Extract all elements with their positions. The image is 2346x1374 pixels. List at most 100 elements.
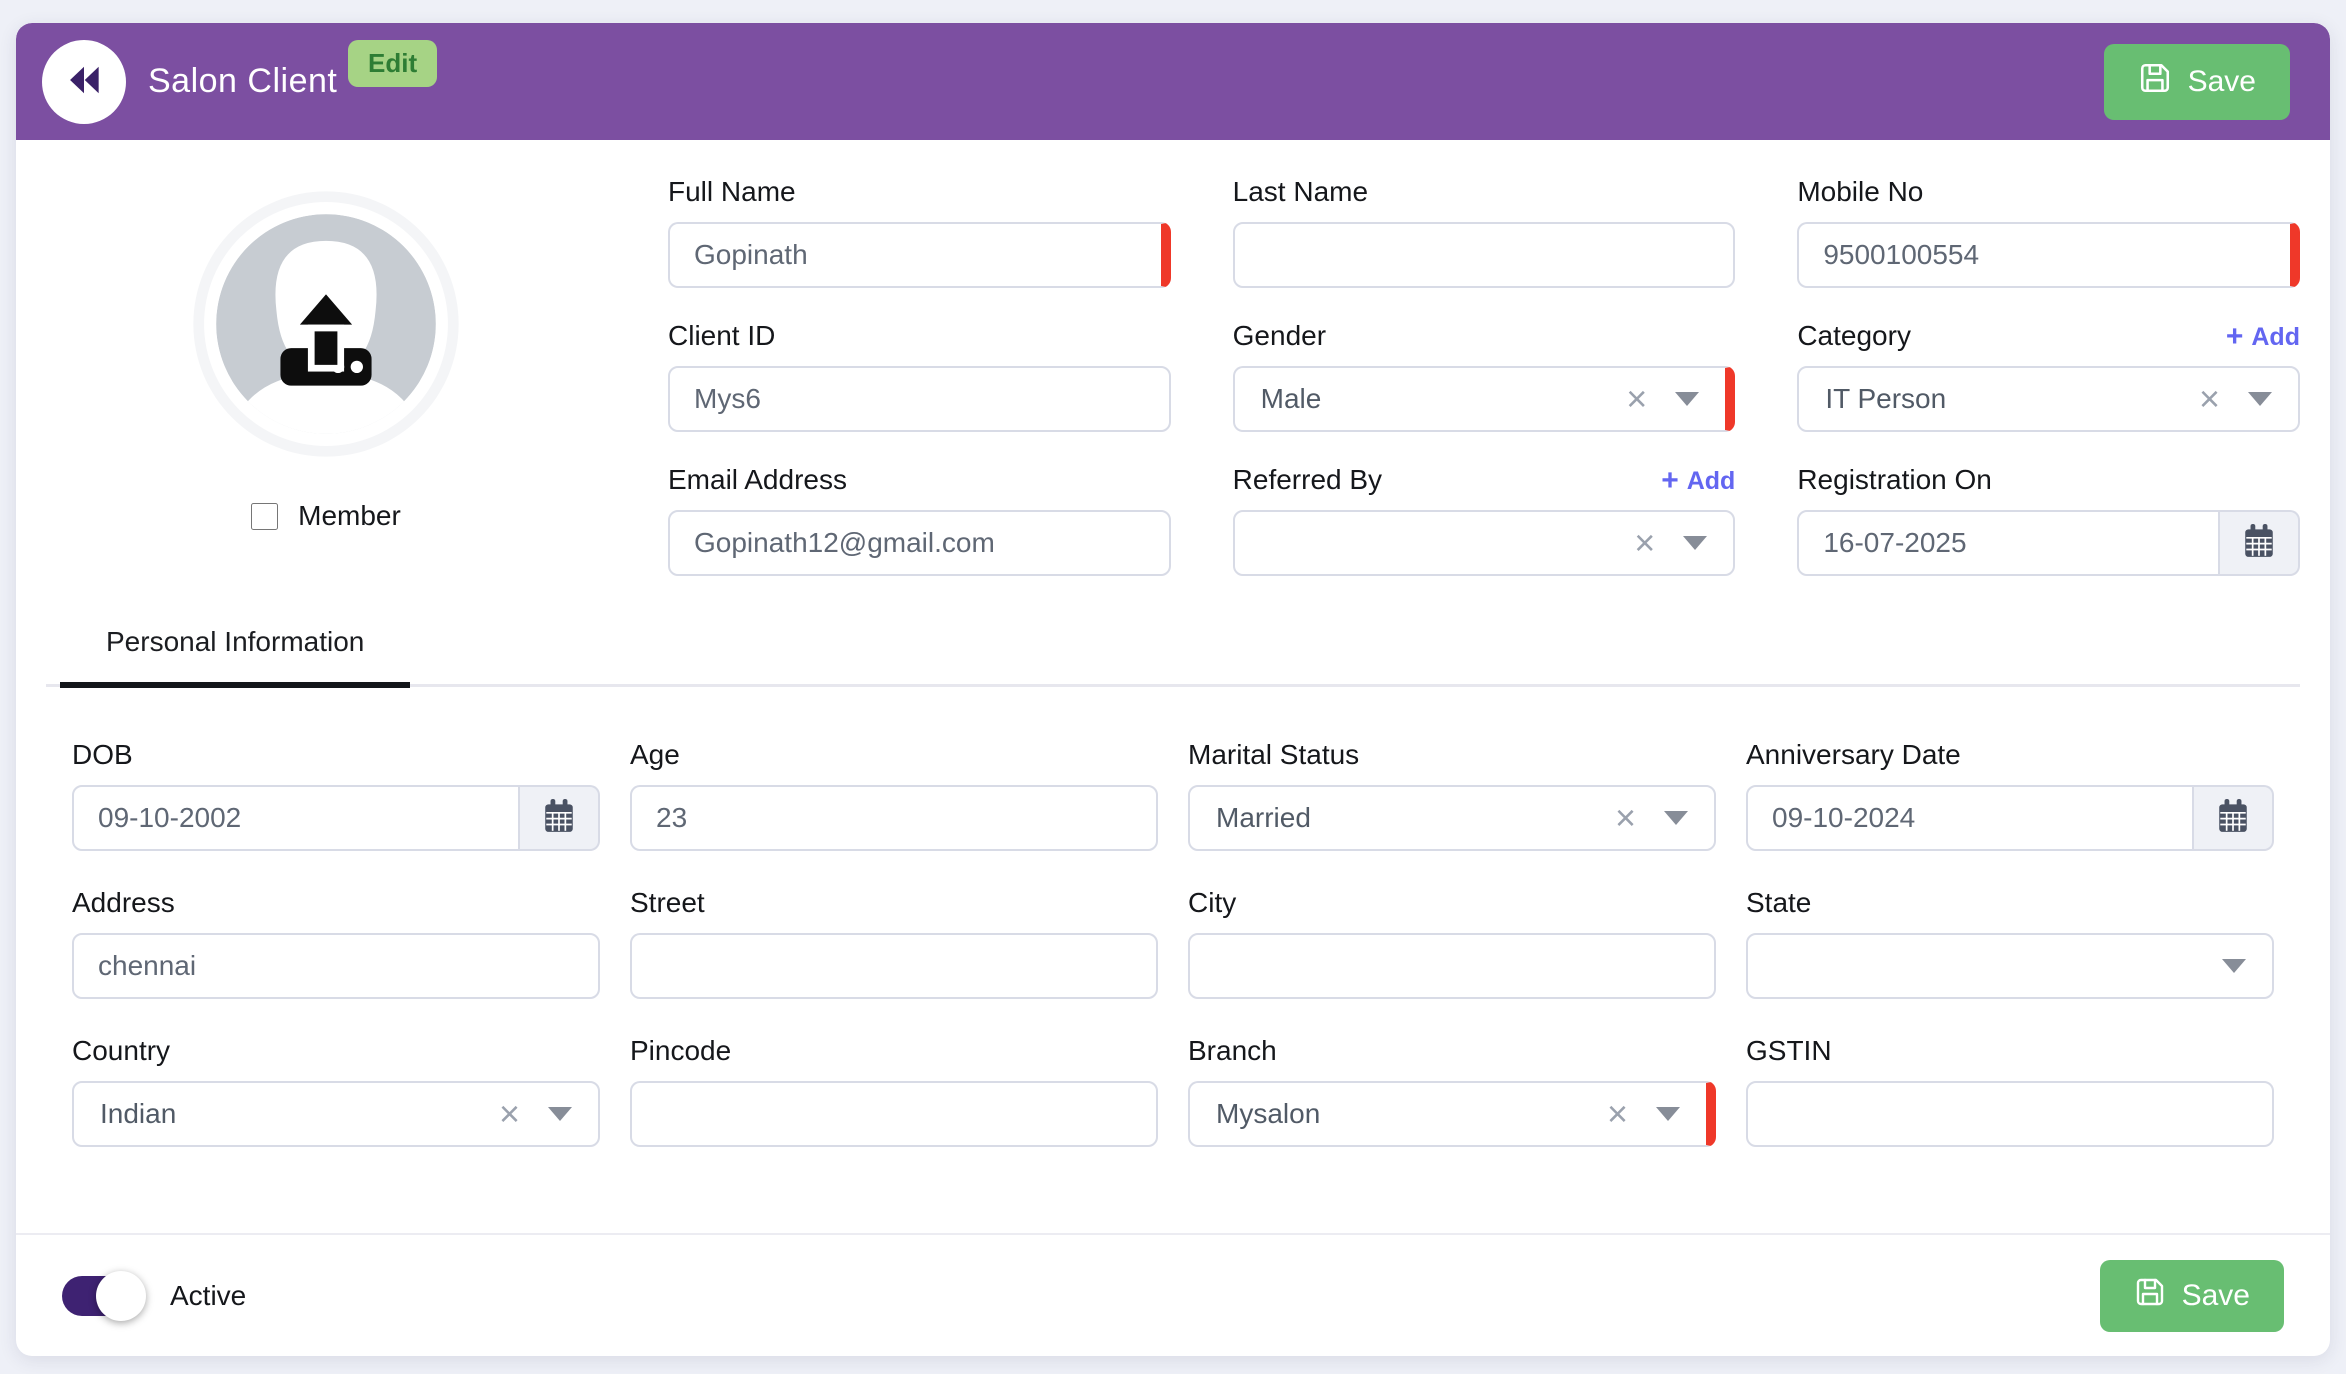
- branch-select[interactable]: Mysalon ×: [1188, 1081, 1716, 1147]
- state-label: State: [1746, 887, 1812, 918]
- pincode-label: Pincode: [630, 1035, 732, 1066]
- calendar-icon: [2242, 523, 2276, 564]
- personal-information-panel: DOB: [72, 739, 2274, 1147]
- field-branch: Branch Mysalon ×: [1188, 1035, 1716, 1147]
- country-value: Indian: [100, 1098, 177, 1129]
- anniversary-date-input[interactable]: [1746, 785, 2194, 851]
- marital-status-select[interactable]: Married ×: [1188, 785, 1716, 851]
- save-floppy-icon: [2134, 1276, 2166, 1316]
- page-header: Salon Client Edit Save: [16, 23, 2330, 140]
- mobile-no-input[interactable]: [1797, 222, 2300, 288]
- page-title: Salon Client: [148, 62, 338, 100]
- client-id-input[interactable]: [668, 366, 1171, 432]
- active-toggle[interactable]: [62, 1271, 146, 1321]
- field-pincode: Pincode: [630, 1035, 1158, 1147]
- upload-icon: [280, 284, 372, 386]
- marital-status-value: Married: [1216, 802, 1311, 833]
- registration-on-input[interactable]: [1797, 510, 2220, 576]
- field-mobile-no: Mobile No: [1797, 176, 2300, 288]
- field-category: Category + Add IT Person ×: [1797, 320, 2300, 432]
- toggle-knob: [96, 1271, 146, 1321]
- save-button-label: Save: [2187, 64, 2256, 98]
- avatar-section: Member: [46, 176, 606, 576]
- gender-select[interactable]: Male ×: [1232, 366, 1736, 432]
- field-anniversary-date: Anniversary Date: [1746, 739, 2274, 851]
- field-referred-by: Referred By + Add ×: [1232, 464, 1736, 576]
- country-select[interactable]: Indian ×: [72, 1081, 600, 1147]
- clear-icon[interactable]: ×: [1626, 378, 1648, 419]
- edit-mode-badge: Edit: [348, 40, 438, 87]
- address-input[interactable]: [72, 933, 600, 999]
- street-label: Street: [630, 887, 705, 918]
- gstin-input[interactable]: [1746, 1081, 2274, 1147]
- field-state: State: [1746, 887, 2274, 999]
- save-button-top[interactable]: Save: [2103, 43, 2290, 120]
- save-button-bottom[interactable]: Save: [2099, 1260, 2284, 1332]
- referred-by-label: Referred By: [1232, 464, 1383, 495]
- chevron-down-icon[interactable]: [1683, 536, 1708, 550]
- mobile-no-label: Mobile No: [1797, 176, 1924, 207]
- back-button[interactable]: [42, 39, 126, 124]
- email-label: Email Address: [668, 464, 847, 495]
- chevron-down-icon[interactable]: [2247, 392, 2272, 406]
- gender-value: Male: [1260, 383, 1322, 414]
- salon-client-card: Salon Client Edit Save: [16, 23, 2330, 1356]
- chevron-down-icon[interactable]: [1656, 1107, 1680, 1121]
- plus-icon: +: [1661, 464, 1679, 497]
- clear-icon[interactable]: ×: [1634, 522, 1656, 563]
- avatar-upload[interactable]: [192, 190, 460, 458]
- save-floppy-icon: [2138, 61, 2172, 103]
- field-full-name: Full Name: [668, 176, 1171, 288]
- field-email: Email Address: [668, 464, 1171, 576]
- field-country: Country Indian ×: [72, 1035, 600, 1147]
- anniversary-date-label: Anniversary Date: [1746, 739, 1961, 770]
- street-input[interactable]: [630, 933, 1158, 999]
- last-name-input[interactable]: [1232, 222, 1736, 288]
- category-value: IT Person: [1825, 383, 1947, 414]
- anniversary-calendar-button[interactable]: [2194, 785, 2274, 851]
- age-input[interactable]: [630, 785, 1158, 851]
- plus-icon: +: [2225, 320, 2244, 353]
- clear-icon[interactable]: ×: [1606, 1093, 1628, 1134]
- category-select[interactable]: IT Person ×: [1797, 366, 2300, 432]
- member-checkbox[interactable]: [251, 502, 279, 530]
- chevron-down-icon[interactable]: [1675, 392, 1700, 406]
- field-last-name: Last Name: [1232, 176, 1736, 288]
- email-input[interactable]: [668, 510, 1171, 576]
- branch-value: Mysalon: [1216, 1098, 1321, 1129]
- field-address: Address: [72, 887, 600, 999]
- category-add-link[interactable]: + Add: [2225, 320, 2300, 353]
- form-content: Member Full Name Last Name Mobile No Cli…: [16, 140, 2330, 1147]
- chevron-down-icon[interactable]: [1664, 811, 1688, 825]
- clear-icon[interactable]: ×: [2198, 378, 2220, 419]
- full-name-input[interactable]: [668, 222, 1171, 288]
- state-select[interactable]: [1746, 933, 2274, 999]
- calendar-icon: [2216, 798, 2250, 839]
- marital-status-label: Marital Status: [1188, 739, 1360, 770]
- dob-calendar-button[interactable]: [520, 785, 600, 851]
- field-street: Street: [630, 887, 1158, 999]
- last-name-label: Last Name: [1232, 176, 1369, 207]
- registration-on-calendar-button[interactable]: [2219, 510, 2300, 576]
- member-checkbox-label: Member: [298, 500, 401, 531]
- gender-label: Gender: [1232, 320, 1327, 351]
- gstin-label: GSTIN: [1746, 1035, 1832, 1066]
- pincode-input[interactable]: [630, 1081, 1158, 1147]
- full-name-label: Full Name: [668, 176, 796, 207]
- dob-input[interactable]: [72, 785, 520, 851]
- tab-personal-information[interactable]: Personal Information: [60, 626, 411, 688]
- field-age: Age: [630, 739, 1158, 851]
- field-gstin: GSTIN: [1746, 1035, 2274, 1147]
- dob-label: DOB: [72, 739, 133, 770]
- referred-by-add-link[interactable]: + Add: [1661, 464, 1736, 497]
- clear-icon[interactable]: ×: [1614, 797, 1636, 838]
- referred-by-select[interactable]: ×: [1232, 510, 1736, 576]
- avatar-placeholder-image: [193, 191, 459, 457]
- clear-icon[interactable]: ×: [498, 1093, 520, 1134]
- chevron-down-icon[interactable]: [548, 1107, 572, 1121]
- city-input[interactable]: [1188, 933, 1716, 999]
- chevron-down-icon[interactable]: [2222, 959, 2246, 973]
- field-city: City: [1188, 887, 1716, 999]
- age-label: Age: [630, 739, 680, 770]
- client-id-label: Client ID: [668, 320, 776, 351]
